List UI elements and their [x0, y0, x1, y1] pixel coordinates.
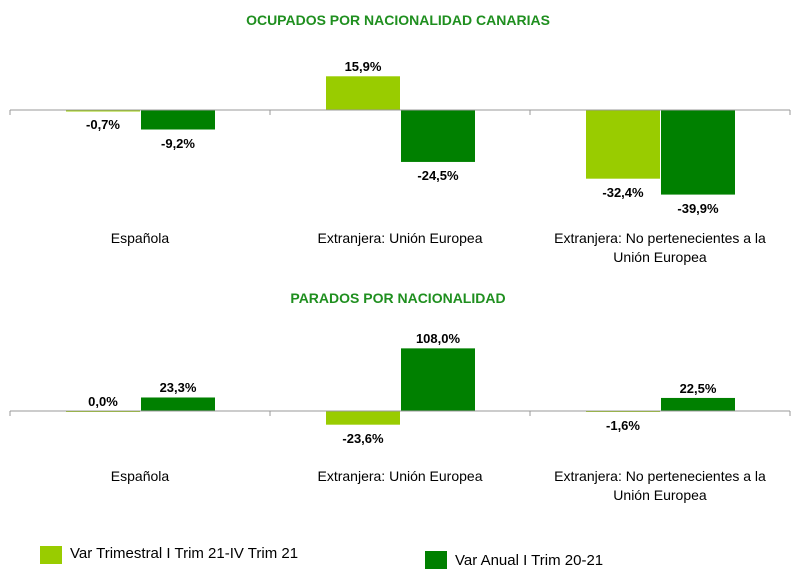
- value-label: -23,6%: [342, 430, 384, 446]
- value-label: -39,9%: [677, 200, 719, 216]
- x-tick-label: Española: [110, 468, 170, 484]
- bar: [141, 397, 215, 411]
- value-label: 15,9%: [344, 59, 382, 75]
- bar: [401, 348, 475, 411]
- value-label: 108,0%: [415, 331, 461, 347]
- bar: [326, 411, 400, 425]
- value-label: -1,6%: [606, 417, 640, 433]
- bar: [66, 110, 140, 112]
- value-label: -9,2%: [161, 135, 195, 151]
- legend-label: Var Anual I Trim 20-21: [455, 552, 604, 569]
- bar: [661, 397, 735, 411]
- value-label: 22,5%: [679, 380, 717, 396]
- chart-title: PARADOS POR NACIONALIDAD: [290, 290, 506, 306]
- x-tick-label: Extranjera: No pertenecientes a la Unión…: [554, 468, 766, 503]
- x-tick-label: Extranjera: No pertenecientes a la Unión…: [554, 230, 766, 265]
- bar: [141, 110, 215, 130]
- value-label: -24,5%: [417, 167, 459, 183]
- legend-label: Var Trimestral I Trim 21-IV Trim 21: [70, 545, 299, 562]
- legend-swatch: [40, 546, 62, 564]
- chart-title: OCUPADOS POR NACIONALIDAD CANARIAS: [246, 12, 550, 28]
- bar: [586, 110, 660, 179]
- value-label: -32,4%: [602, 184, 644, 200]
- value-label: 0,0%: [88, 394, 118, 409]
- value-label: 23,3%: [159, 380, 197, 396]
- x-tick-label: Extranjera: Unión Europea: [317, 468, 483, 484]
- x-tick-label: Extranjera: Unión Europea: [317, 230, 483, 246]
- bar: [401, 110, 475, 162]
- value-label: -0,7%: [86, 117, 120, 133]
- bar: [661, 110, 735, 195]
- x-tick-label: Española: [110, 230, 170, 246]
- legend-swatch: [425, 551, 447, 569]
- bar: [326, 76, 400, 110]
